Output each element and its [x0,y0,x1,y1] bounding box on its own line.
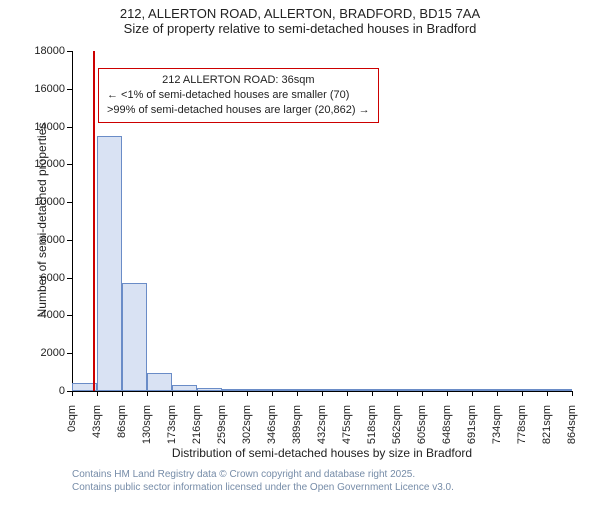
xtick-mark [247,391,248,396]
y-axis [72,51,73,391]
histogram-bar [272,389,297,391]
xtick-mark [222,391,223,396]
histogram-bar [497,389,522,391]
legend-line: 212 ALLERTON ROAD: 36sqm [107,73,370,88]
histogram-bar [347,389,372,391]
xtick-mark [397,391,398,396]
xtick-mark [97,391,98,396]
histogram-bar [97,136,122,391]
ytick-mark [67,315,72,316]
footer-line-1: Contains HM Land Registry data © Crown c… [72,469,454,482]
xtick-mark [172,391,173,396]
histogram-bar [222,389,247,391]
histogram-bar [522,389,547,391]
xtick-mark [72,391,73,396]
xtick-mark [497,391,498,396]
ytick-mark [67,278,72,279]
histogram-bar [447,389,472,391]
xtick-mark [522,391,523,396]
histogram-bar [147,373,172,391]
histogram-bar [322,389,347,391]
xtick-mark [147,391,148,396]
xtick-mark [322,391,323,396]
histogram-bar [422,389,447,391]
xtick-mark [372,391,373,396]
legend-line: >99% of semi-detached houses are larger … [107,103,370,118]
ytick-mark [67,89,72,90]
title-line-2: Size of property relative to semi-detach… [0,21,600,36]
xtick-mark [297,391,298,396]
ytick-label: 18000 [27,45,65,57]
property-marker-line [93,51,95,391]
ytick-label: 0 [27,385,65,397]
y-axis-label: Number of semi-detached properties [35,90,49,350]
xtick-mark [122,391,123,396]
histogram-bar [547,389,572,391]
histogram-bar [472,389,497,391]
xtick-mark [572,391,573,396]
ytick-mark [67,51,72,52]
histogram-bar [197,388,222,391]
ytick-mark [67,202,72,203]
xtick-mark [547,391,548,396]
xtick-mark [272,391,273,396]
histogram-bar [172,385,197,391]
xtick-mark [472,391,473,396]
xtick-mark [347,391,348,396]
histogram-bar [397,389,422,391]
ytick-mark [67,353,72,354]
ytick-mark [67,240,72,241]
histogram-bar [297,389,322,391]
ytick-mark [67,127,72,128]
title-line-1: 212, ALLERTON ROAD, ALLERTON, BRADFORD, … [0,6,600,21]
xtick-mark [447,391,448,396]
histogram-bar [372,389,397,391]
legend-box: 212 ALLERTON ROAD: 36sqm← <1% of semi-de… [98,68,379,123]
histogram-bar [122,283,147,391]
legend-line: ← <1% of semi-detached houses are smalle… [107,88,370,103]
xtick-mark [197,391,198,396]
ytick-mark [67,164,72,165]
histogram-bar [247,389,272,391]
xtick-mark [422,391,423,396]
footer-line-2: Contains public sector information licen… [72,482,454,495]
x-axis-label: Distribution of semi-detached houses by … [72,446,572,460]
footer-attribution: Contains HM Land Registry data © Crown c… [72,469,454,494]
